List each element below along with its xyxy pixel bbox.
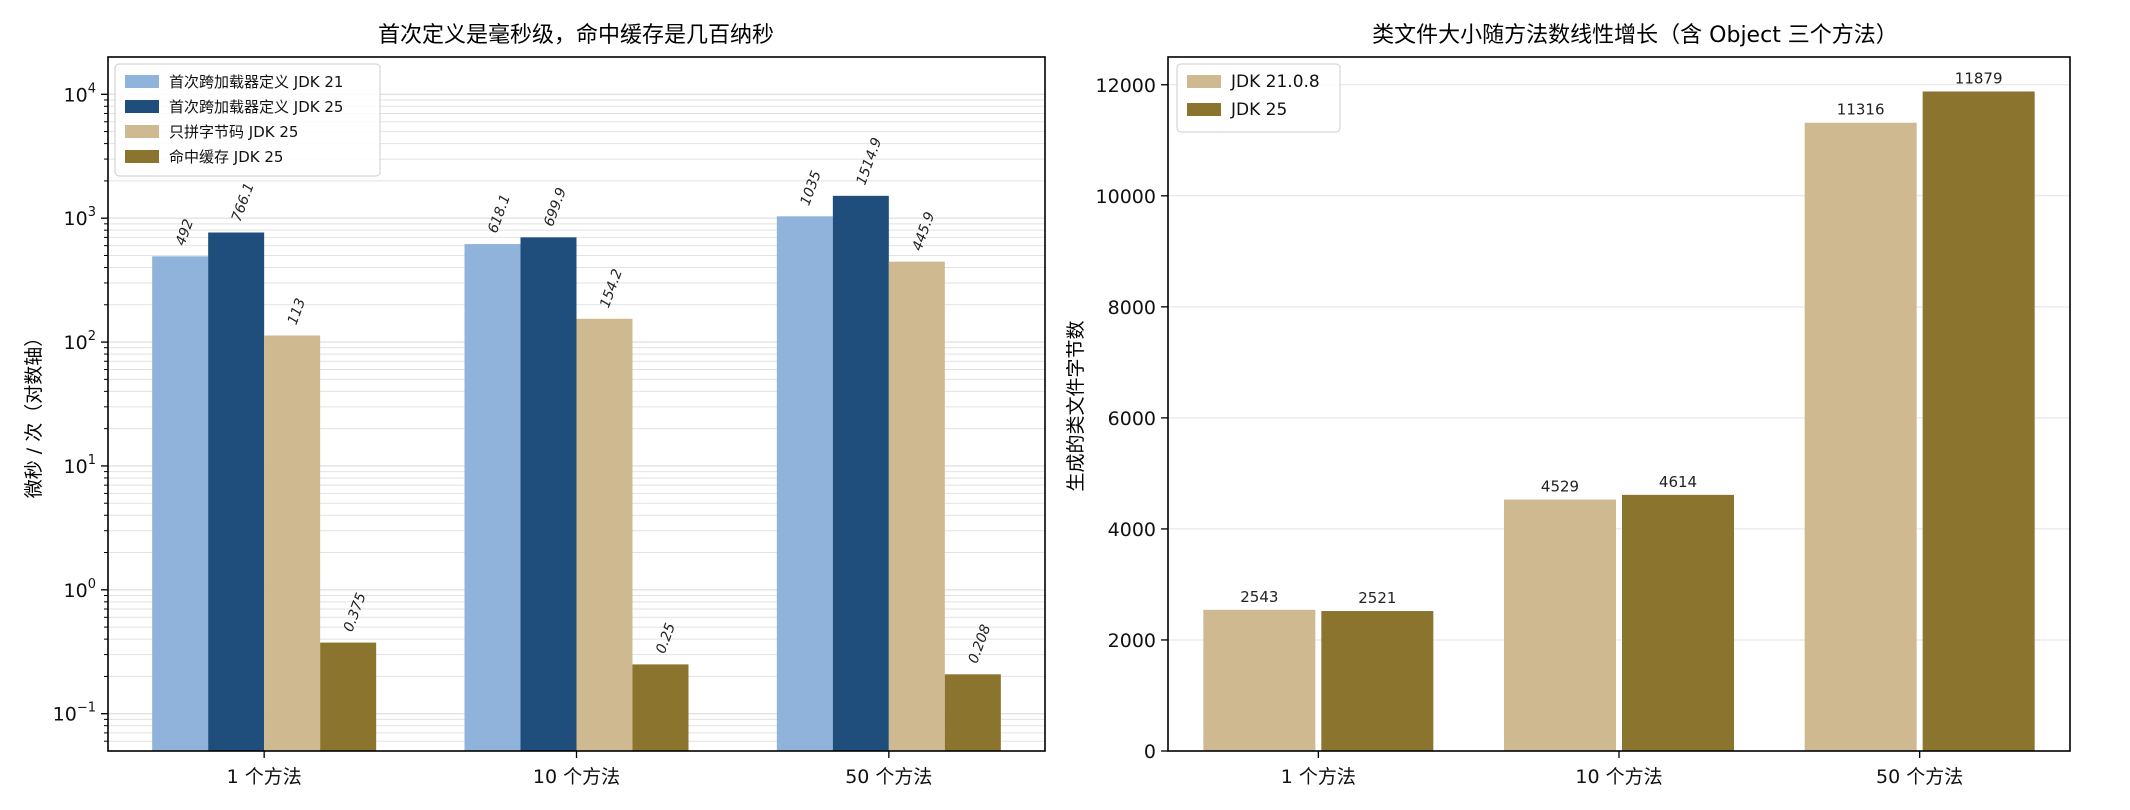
bar — [264, 335, 321, 751]
data-label: 11316 — [1837, 101, 1885, 119]
legend-box — [114, 63, 381, 177]
data-label: 766.1 — [229, 181, 258, 224]
data-label: 11879 — [1955, 69, 2003, 87]
bar — [152, 256, 209, 751]
legend-swatch — [125, 150, 159, 163]
chart-title: 首次定义是毫秒级，命中缓存是几百纳秒 — [378, 23, 774, 48]
legend-swatch — [1187, 103, 1221, 116]
y-tick-label: 6000 — [1108, 408, 1156, 430]
bar — [520, 237, 577, 751]
y-axis-label: 微秒 / 次（对数轴） — [23, 328, 45, 498]
x-tick-label: 50 个方法 — [845, 766, 932, 788]
bars — [152, 195, 1001, 752]
log-timing-chart: 首次定义是毫秒级，命中缓存是几百纳秒 微秒 / 次（对数轴） 492 766.1 1… — [23, 23, 1046, 788]
data-label: 4529 — [1541, 478, 1579, 496]
bar — [1622, 494, 1734, 751]
data-label: 113 — [285, 296, 309, 327]
legend-label: 首次跨加载器定义 JDK 25 — [169, 98, 343, 116]
y-tick-label: 8000 — [1108, 297, 1156, 319]
y-axis-label: 生成的类文件字节数 — [1065, 320, 1087, 491]
legend-label: 首次跨加载器定义 JDK 21 — [169, 73, 343, 91]
legend-label: 只拼字节码 JDK 25 — [169, 123, 298, 141]
bar — [1321, 611, 1434, 751]
y-tick-label: 10−1 — [53, 701, 96, 726]
legend-swatch — [125, 125, 159, 138]
data-label: 492 — [173, 217, 197, 248]
bar — [888, 261, 945, 751]
y-tick-label: 100 — [64, 577, 96, 602]
x-tick-label: 50 个方法 — [1876, 766, 1963, 788]
bar — [1504, 499, 1616, 751]
bar — [1922, 91, 2035, 752]
data-label: 4614 — [1659, 473, 1697, 491]
data-label: 154.2 — [597, 267, 626, 310]
data-label: 2521 — [1358, 589, 1396, 607]
x-tick-label: 10 个方法 — [1575, 766, 1662, 788]
legend: 首次跨加载器定义 JDK 21 首次跨加载器定义 JDK 25 只拼字节码 JDK … — [114, 63, 381, 177]
y-tick-label: 102 — [64, 329, 96, 354]
data-label: 699.9 — [541, 186, 570, 229]
bar — [320, 642, 377, 751]
data-label: 0.25 — [653, 621, 679, 656]
data-label: 618.1 — [485, 192, 514, 235]
y-tick-label: 10000 — [1096, 186, 1156, 208]
legend-swatch — [1187, 75, 1221, 88]
bar — [832, 195, 889, 752]
legend-label: JDK 25 — [1230, 100, 1287, 120]
chart-title: 类文件大小随方法数线性增长（含 Object 三个方法） — [1372, 23, 1898, 48]
class-size-chart: 类文件大小随方法数线性增长（含 Object 三个方法） 生成的类文件字节数 2… — [1065, 23, 2071, 788]
legend-swatch — [125, 75, 159, 88]
bar — [632, 664, 689, 751]
y-tick-label: 101 — [64, 453, 96, 478]
legend-label: JDK 21.0.8 — [1230, 72, 1320, 92]
plot-frame — [1167, 56, 2071, 752]
legend: JDK 21.0.8 JDK 25 — [1176, 63, 1341, 133]
data-label: 2543 — [1240, 588, 1278, 606]
bar — [944, 674, 1001, 751]
data-label: 1035 — [798, 169, 825, 208]
legend-swatch — [125, 100, 159, 113]
y-axis-ticks: 0 2000 4000 6000 8000 10000 12000 — [1096, 75, 1168, 763]
x-tick-label: 1 个方法 — [227, 766, 302, 788]
data-label: 0.208 — [966, 622, 995, 665]
y-tick-label: 0 — [1144, 741, 1156, 763]
y-tick-label: 2000 — [1108, 630, 1156, 652]
data-label: 445.9 — [910, 210, 939, 253]
y-tick-label: 104 — [64, 81, 96, 106]
x-tick-label: 10 个方法 — [533, 766, 620, 788]
y-tick-label: 12000 — [1096, 75, 1156, 97]
bar — [1804, 122, 1917, 752]
y-axis-ticks: 10−1 100 101 102 103 104 — [53, 81, 108, 742]
bar — [776, 216, 833, 751]
bars — [1203, 91, 2035, 752]
plot-frame — [107, 56, 1046, 752]
bar — [576, 318, 633, 751]
bar — [464, 244, 521, 752]
y-tick-label: 4000 — [1108, 519, 1156, 541]
y-tick-label: 103 — [64, 205, 96, 230]
legend-label: 命中缓存 JDK 25 — [169, 148, 283, 166]
bar — [1203, 609, 1316, 751]
bar — [208, 232, 265, 751]
x-tick-label: 1 个方法 — [1281, 766, 1356, 788]
data-labels: 2543 2521 4529 4614 11316 11879 — [1240, 69, 2002, 607]
